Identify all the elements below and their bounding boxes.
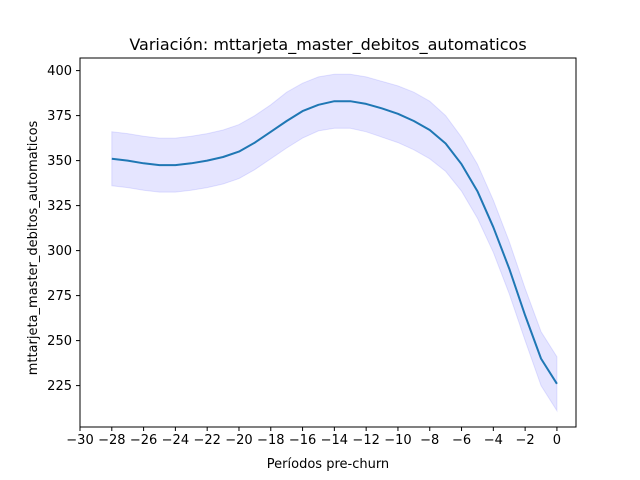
y-tick-label: 300 (47, 244, 72, 259)
x-tick-label: −18 (257, 433, 284, 448)
y-tick-label: 250 (47, 334, 72, 349)
chart-title: Variación: mttarjeta_master_debitos_auto… (129, 35, 526, 55)
confidence-band (111, 73, 558, 413)
x-tick-label: −30 (66, 433, 93, 448)
series-line (111, 100, 558, 385)
y-tick-label: 350 (47, 154, 72, 169)
x-tick-label: −8 (420, 433, 439, 448)
x-tick-label: −2 (516, 433, 535, 448)
x-tick-label: −28 (98, 433, 125, 448)
y-tick-label: 225 (47, 379, 72, 394)
x-tick-label: −24 (162, 433, 189, 448)
x-tick-label: −6 (452, 433, 471, 448)
x-tick-label: 0 (553, 433, 561, 448)
x-tick-label: −22 (193, 433, 220, 448)
y-tick-label: 325 (47, 199, 72, 214)
x-tick-label: −16 (289, 433, 316, 448)
y-tick-label: 375 (47, 109, 72, 124)
x-tick-label: −14 (321, 433, 348, 448)
x-tick-label: −26 (130, 433, 157, 448)
axes-frame (79, 57, 577, 428)
y-tick-label: 400 (47, 64, 72, 79)
y-tick-label: 275 (47, 289, 72, 304)
x-axis-label: Períodos pre-churn (267, 457, 389, 472)
y-axis-label: mttarjeta_master_debitos_automaticos (26, 120, 41, 375)
x-tick-label: −20 (225, 433, 252, 448)
x-tick-label: −4 (484, 433, 503, 448)
x-tick-label: −10 (384, 433, 411, 448)
plot-area: −30 −28 −26 −24 −22 −20 −18 −16 −14 −12 −10 −8 −6 −4−… (47, 57, 577, 448)
x-tick-label: −12 (352, 433, 379, 448)
